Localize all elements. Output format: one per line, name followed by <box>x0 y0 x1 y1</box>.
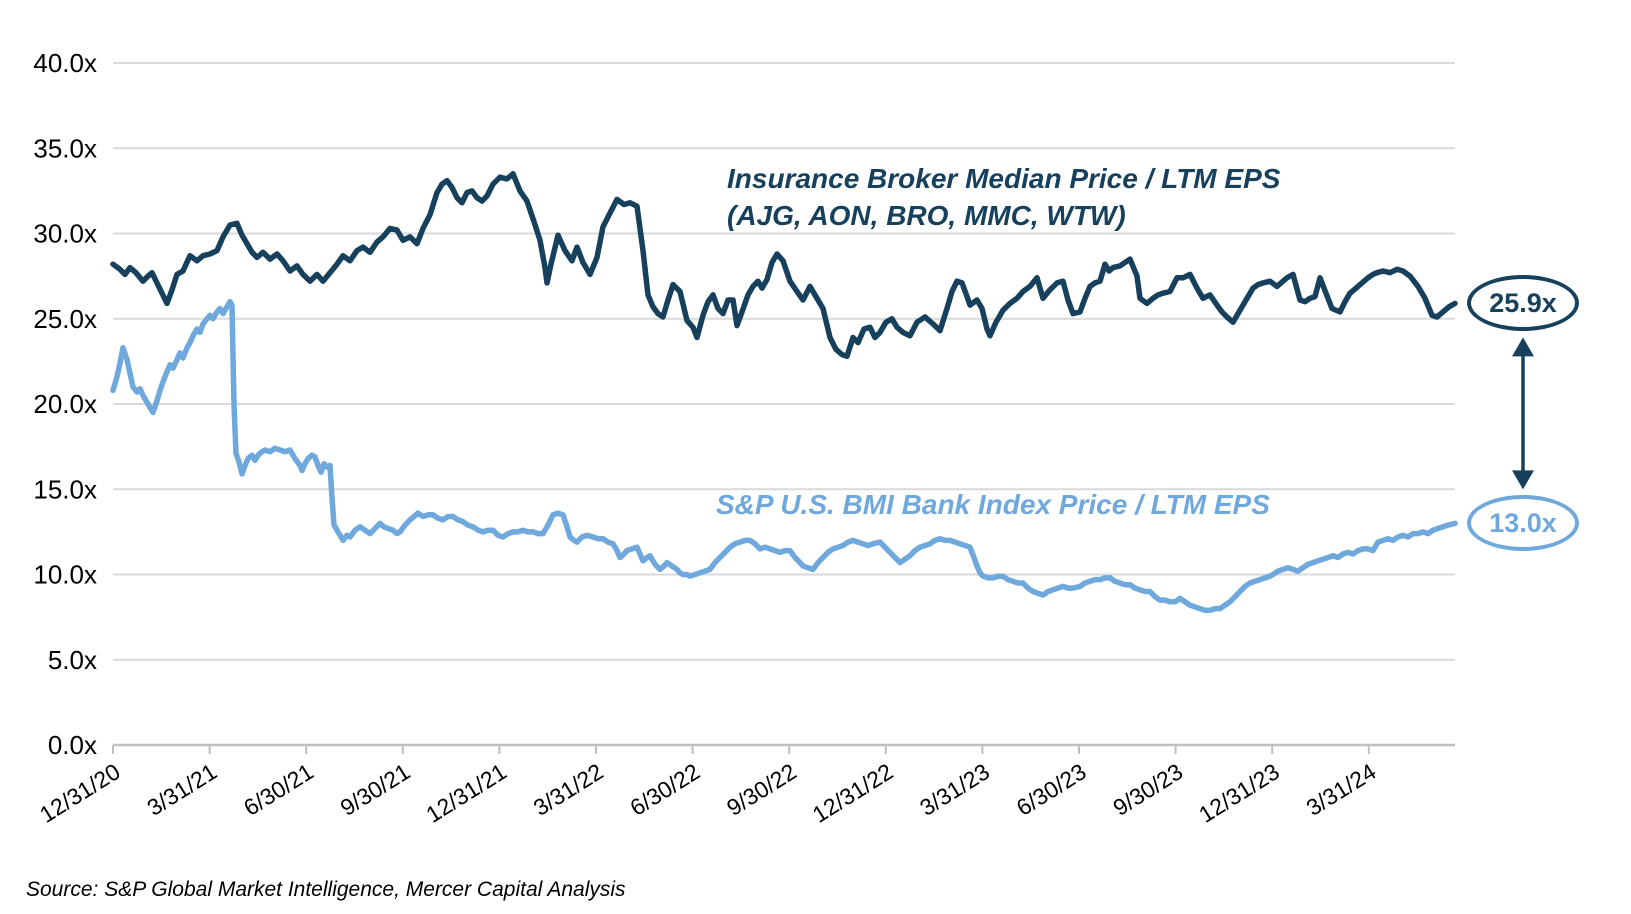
x-axis-label: 12/31/22 <box>808 758 898 827</box>
x-axis-label: 12/31/21 <box>421 758 511 827</box>
y-axis-label: 35.0x <box>33 133 97 163</box>
x-axis-label: 9/30/22 <box>722 758 801 821</box>
x-axis-label: 9/30/23 <box>1108 758 1187 821</box>
y-axis-label: 40.0x <box>33 48 97 78</box>
x-axis-label: 3/31/23 <box>915 758 994 821</box>
x-axis-label: 12/31/20 <box>35 758 125 827</box>
broker-series-label-line1: Insurance Broker Median Price / LTM EPS <box>727 163 1281 194</box>
y-axis-label: 15.0x <box>33 474 97 504</box>
gap-arrow-down-head <box>1512 470 1534 490</box>
y-axis-label: 5.0x <box>48 645 97 675</box>
x-axis-label: 3/31/22 <box>529 758 608 821</box>
x-axis-label: 6/30/23 <box>1012 758 1091 821</box>
y-axis-label: 25.0x <box>33 304 97 334</box>
bank-end-value-badge: 13.0x <box>1467 495 1579 552</box>
y-axis-label: 0.0x <box>48 730 97 760</box>
broker-series-label: Insurance Broker Median Price / LTM EPS … <box>727 160 1280 234</box>
bank-series-line <box>110 298 1458 614</box>
broker-series-line <box>110 171 1458 360</box>
broker-series-label-line2: (AJG, AON, BRO, MMC, WTW) <box>727 200 1126 231</box>
x-axis-label: 6/30/21 <box>239 758 318 821</box>
source-note: Source: S&P Global Market Intelligence, … <box>26 878 626 901</box>
x-axis-label: 3/31/24 <box>1302 758 1381 821</box>
y-axis-label: 20.0x <box>33 389 97 419</box>
x-axis-label: 6/30/22 <box>625 758 704 821</box>
x-axis-label: 3/31/21 <box>142 758 221 821</box>
x-axis-label: 9/30/21 <box>336 758 415 821</box>
x-axis-label: 12/31/23 <box>1194 758 1284 827</box>
y-axis-label: 10.0x <box>33 560 97 590</box>
gap-arrow-up-head <box>1512 337 1534 357</box>
broker-end-value-badge: 25.9x <box>1467 275 1579 332</box>
bank-series-label: S&P U.S. BMI Bank Index Price / LTM EPS <box>716 489 1270 520</box>
y-axis-label: 30.0x <box>33 219 97 249</box>
